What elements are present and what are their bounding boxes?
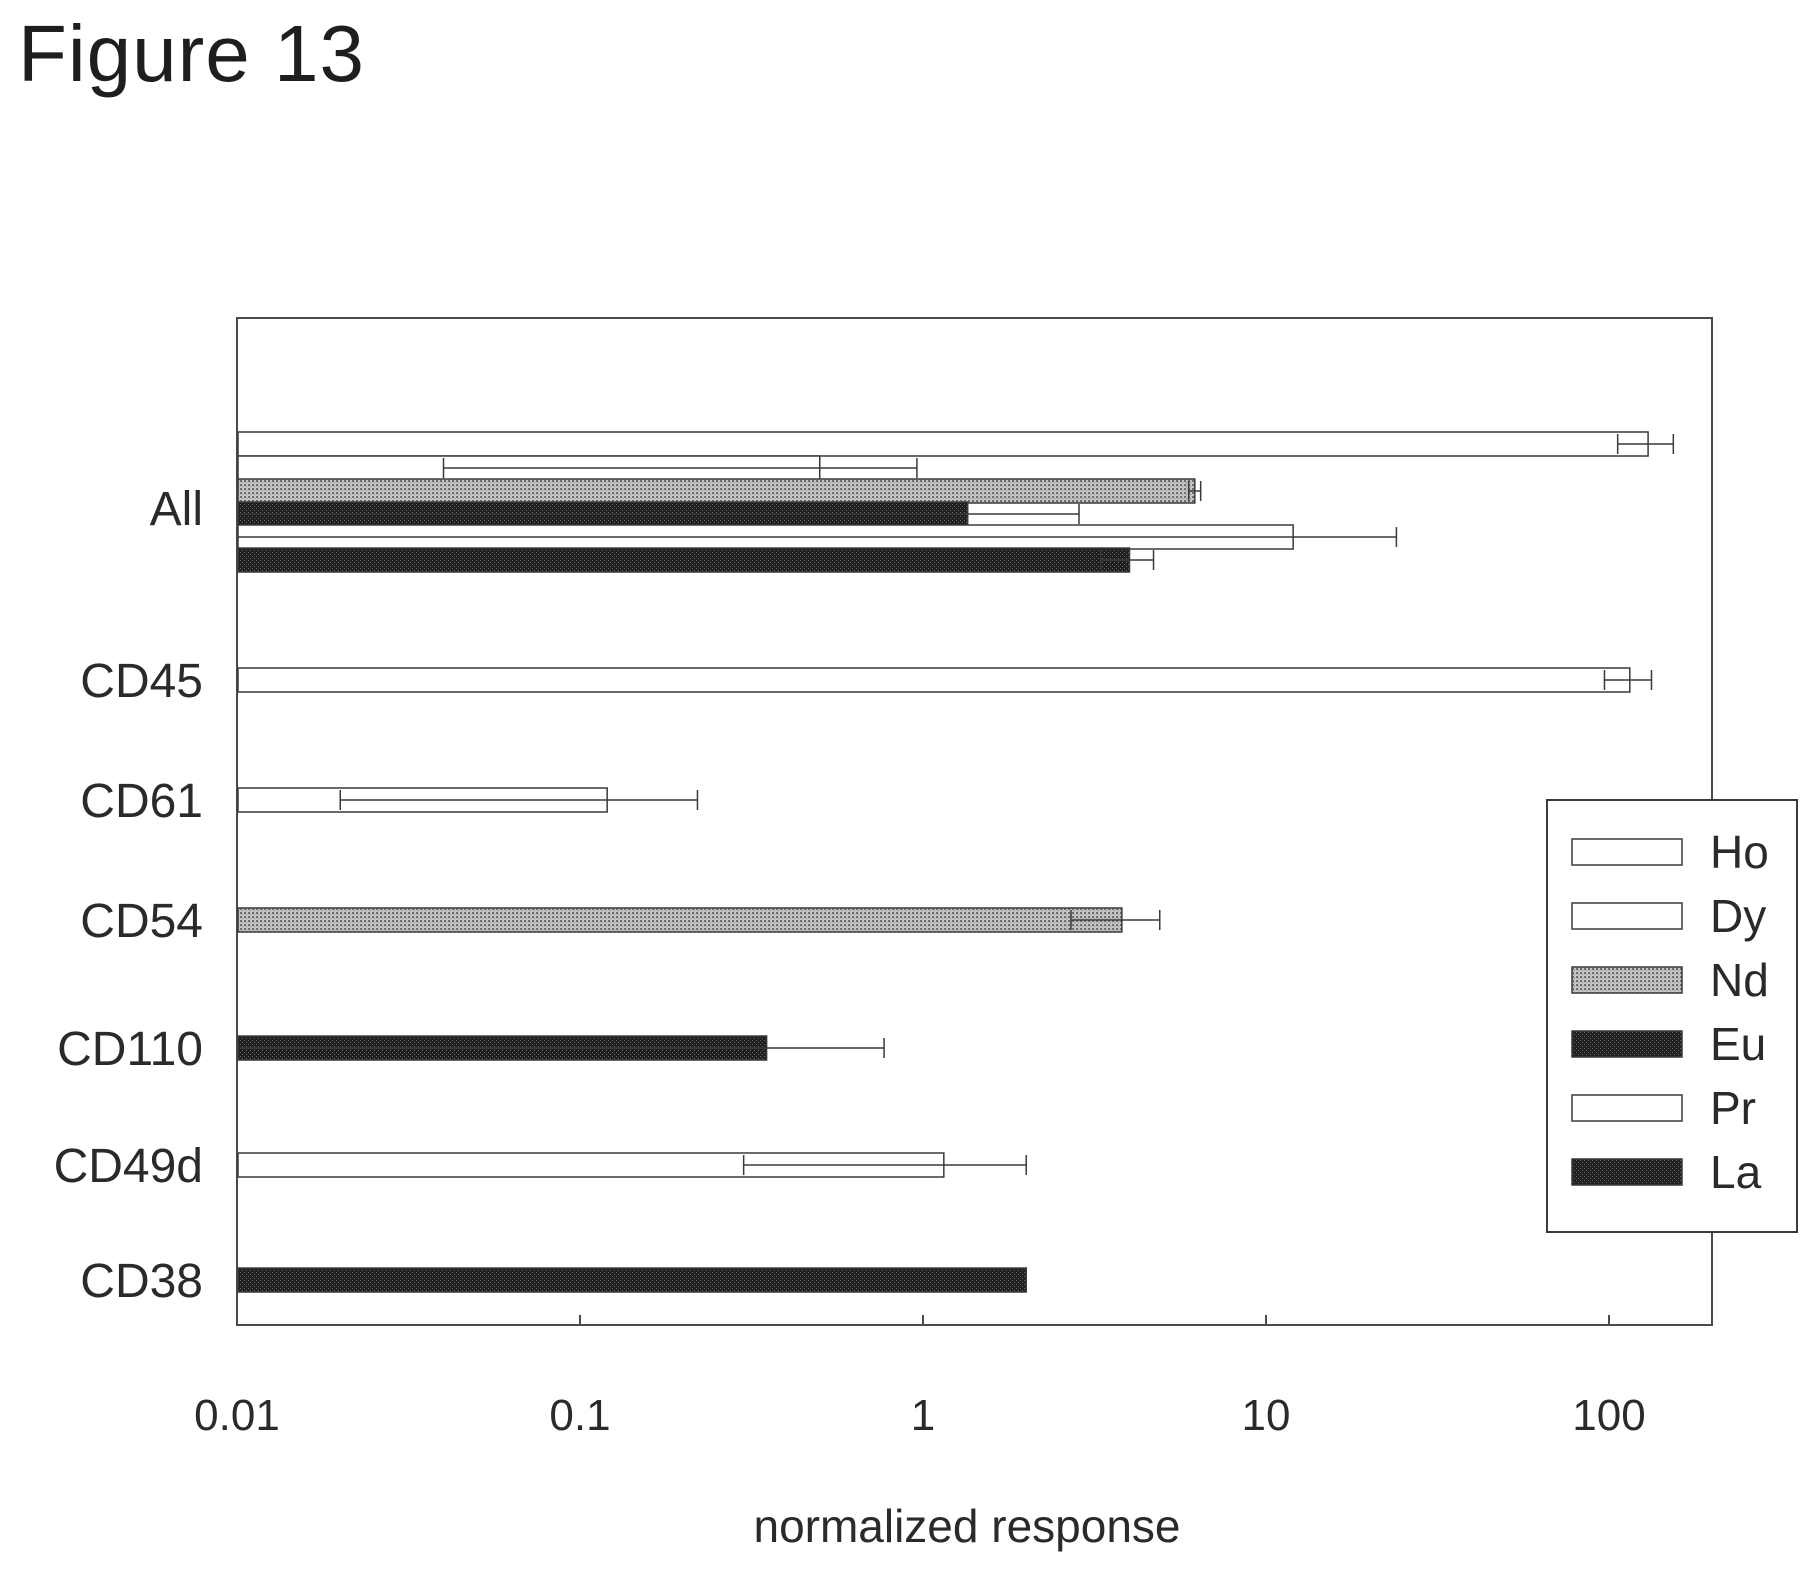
legend-swatch-pr [1571,1094,1683,1122]
x-tick-label: 0.01 [194,1391,280,1440]
category-label: CD49d [54,1140,203,1193]
legend-label-ho: Ho [1710,826,1769,878]
legend-label-eu: Eu [1710,1018,1766,1070]
category-label: CD38 [80,1255,203,1308]
x-tick-label: 1 [911,1391,935,1440]
legend-label-la: La [1710,1146,1762,1198]
category-label: CD45 [80,655,203,708]
bar-nd-cd54 [237,907,1123,933]
bar-la-cd38 [237,1267,1028,1293]
bar-nd-all [237,478,1196,504]
legend-swatch-la [1571,1158,1683,1186]
legend-label-pr: Pr [1710,1082,1756,1134]
legend-label-nd: Nd [1710,954,1769,1006]
category-label: CD110 [57,1023,203,1076]
x-tick-label: 10 [1242,1391,1291,1440]
x-axis-label: normalized response [753,1500,1180,1552]
legend-swatch-eu [1571,1030,1683,1058]
bars [237,431,1675,1293]
legend-label-dy: Dy [1710,890,1766,942]
category-labels: All CD45 CD61 CD54 CD110 CD49d CD38 [54,483,203,1308]
bar-ho-all [237,431,1649,457]
x-axis: 0.01 0.1 1 10 100 [194,1315,1646,1440]
legend-swatch-ho [1571,838,1683,866]
category-label: CD61 [80,775,203,828]
legend-swatch-nd [1571,966,1683,994]
legend: Ho Dy Nd Eu Pr La [1546,799,1798,1233]
x-tick-label: 100 [1572,1391,1645,1440]
bar-ho-cd45 [237,667,1631,693]
figure-title: Figure 13 [18,9,365,98]
bar-la-all [237,547,1131,573]
legend-swatch-dy [1571,902,1683,930]
category-label: CD54 [80,895,203,948]
x-tick-label: 0.1 [549,1391,610,1440]
category-label: All [150,483,203,536]
